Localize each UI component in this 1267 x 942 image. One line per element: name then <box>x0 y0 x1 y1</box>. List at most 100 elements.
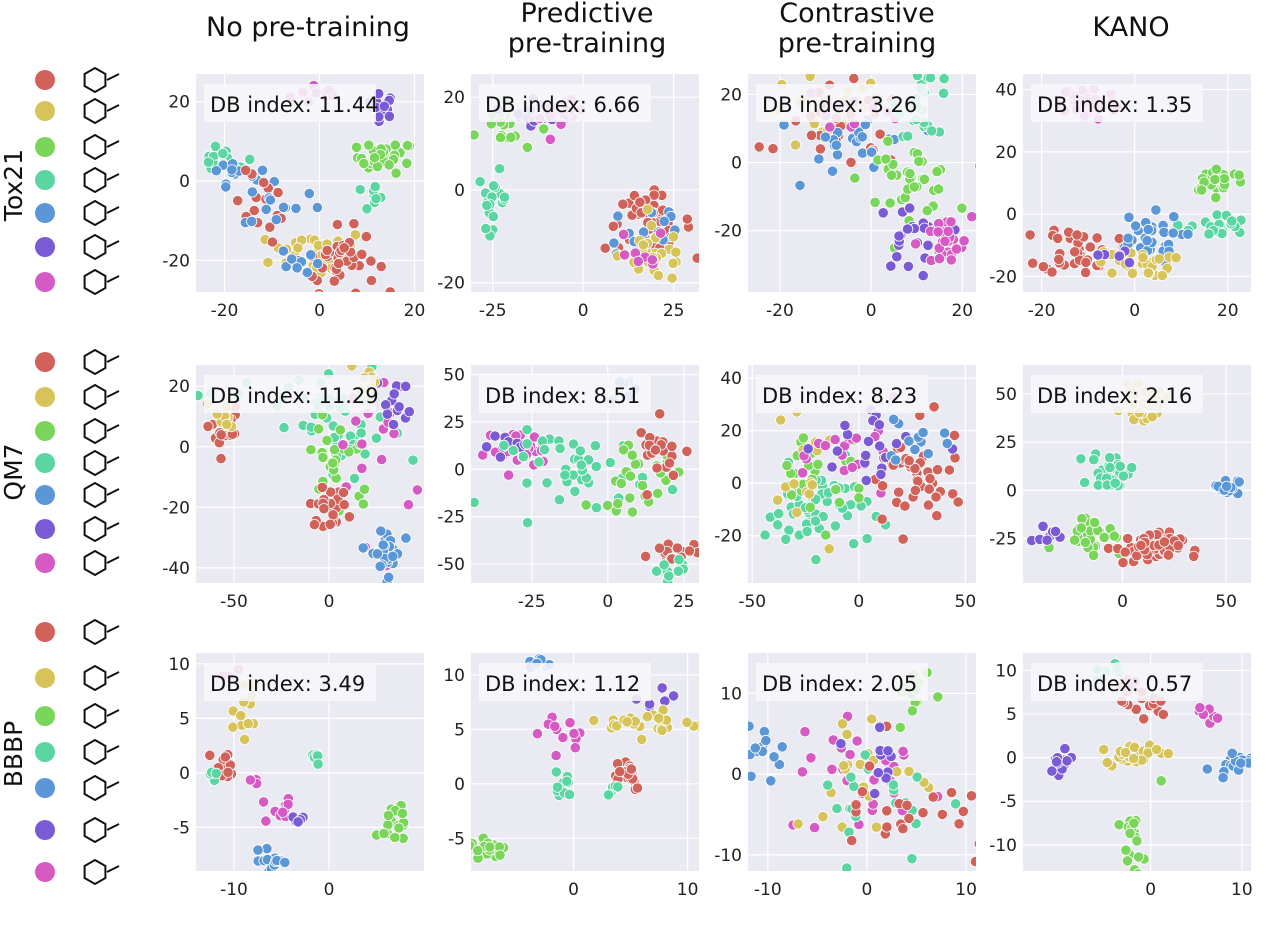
scatter-point <box>1088 549 1100 561</box>
scatter-point <box>272 186 284 199</box>
scatter-point <box>703 552 713 562</box>
scatter-point <box>897 745 909 758</box>
scatter-point <box>911 771 923 783</box>
scatter-point <box>258 177 270 189</box>
y-tick-label: 20 <box>720 422 742 442</box>
scatter-point <box>507 444 519 457</box>
scatter-point <box>487 210 499 223</box>
scatter-point <box>833 496 846 508</box>
scatter-point <box>820 529 832 541</box>
scatter-point <box>635 427 647 439</box>
scatter-point <box>918 173 931 185</box>
scatter-point <box>897 533 909 545</box>
scatter-point <box>748 720 755 732</box>
scatter-point <box>407 454 419 466</box>
scatter-point <box>400 532 412 544</box>
scatter-point <box>270 214 282 226</box>
scatter-point <box>1172 540 1184 552</box>
scatter-point <box>1084 241 1096 253</box>
scatter-point <box>383 159 395 171</box>
scatter-point <box>681 445 693 457</box>
scatter-point <box>553 494 566 506</box>
legend-dot <box>35 778 55 798</box>
scatter-point <box>673 553 685 566</box>
scatter-point <box>538 443 551 456</box>
y-tick-label: -25 <box>989 530 1017 550</box>
scatter-point <box>767 143 779 155</box>
column-title: Contrastive <box>779 0 934 29</box>
scatter-point <box>927 791 939 803</box>
scatter-point <box>932 691 944 703</box>
y-tick-label: -20 <box>714 222 742 242</box>
scatter-point <box>383 110 395 122</box>
scatter-point <box>303 188 315 200</box>
y-tick-label: 0 <box>179 764 190 784</box>
annotation-box <box>1031 375 1203 413</box>
scatter-panel: -10 0 -5 0 5 10 DB index: 3.49 <box>168 653 424 900</box>
x-tick-label: -20 <box>211 301 239 321</box>
db-index-annotation: DB index: 8.23 <box>756 375 928 413</box>
scatter-point <box>953 818 965 830</box>
scatter-point <box>1053 253 1065 265</box>
legend-dot <box>35 553 55 573</box>
molecule-structure-icon <box>83 481 120 509</box>
scatter-point <box>246 186 258 198</box>
db-index-annotation: DB index: 2.16 <box>1031 375 1203 413</box>
scatter-point <box>618 249 631 261</box>
scatter-point <box>826 461 838 473</box>
scatter-point <box>494 849 506 861</box>
scatter-point <box>210 767 222 780</box>
db-index-prefix: DB index: <box>762 672 870 696</box>
x-tick-label: 0 <box>1117 592 1128 612</box>
scatter-point <box>841 728 853 740</box>
scatter-point <box>681 213 693 225</box>
scatter-point <box>612 210 624 222</box>
db-index-value: 3.26 <box>870 93 917 117</box>
scatter-point <box>869 196 881 208</box>
scatter-point <box>1168 211 1180 223</box>
scatter-point <box>928 401 940 413</box>
y-tick-label: 0 <box>179 172 190 192</box>
scatter-point <box>681 716 693 728</box>
scatter-point <box>363 139 375 151</box>
scatter-point <box>845 771 857 783</box>
molecule-structure-icon <box>83 858 120 886</box>
scatter-point <box>378 100 390 112</box>
scatter-point <box>806 479 818 491</box>
scatter-point <box>901 799 913 811</box>
scatter-point <box>1092 249 1104 261</box>
scatter-point <box>649 444 662 456</box>
molecule-structure-icon <box>83 449 120 477</box>
scatter-point <box>650 565 663 577</box>
scatter-point <box>1138 713 1150 725</box>
scatter-point <box>554 442 566 455</box>
scatter-point <box>996 769 1006 779</box>
scatter-point <box>933 253 946 265</box>
scatter-panel: 0 10 -10 -5 0 5 10 DB index: 0.57 <box>989 653 1253 900</box>
scatter-point <box>1120 844 1132 856</box>
scatter-point <box>691 252 699 264</box>
scatter-point <box>561 775 573 787</box>
scatter-point <box>791 506 803 519</box>
scatter-point <box>403 348 413 358</box>
scatter-point <box>369 181 381 193</box>
y-tick-label: 40 <box>995 81 1017 101</box>
scatter-point <box>844 748 856 761</box>
scatter-point <box>227 721 239 733</box>
db-index-annotation: DB index: 8.51 <box>479 375 651 413</box>
scatter-point <box>917 269 929 282</box>
x-tick-label: 20 <box>951 301 973 321</box>
db-index-prefix: DB index: <box>485 93 593 117</box>
db-index-label: DB index: 3.26 <box>762 93 917 117</box>
legend-dot <box>35 70 55 90</box>
scatter-point <box>327 457 339 469</box>
y-tick-label: 0 <box>1006 481 1017 501</box>
scatter-point <box>215 452 227 465</box>
legend-dot <box>35 668 55 688</box>
y-tick-label: 0 <box>731 765 742 785</box>
scatter-point <box>938 427 951 439</box>
db-index-annotation: DB index: 11.29 <box>204 375 379 413</box>
legend-dot <box>35 101 55 121</box>
scatter-point <box>1119 546 1131 558</box>
scatter-point <box>903 812 915 825</box>
